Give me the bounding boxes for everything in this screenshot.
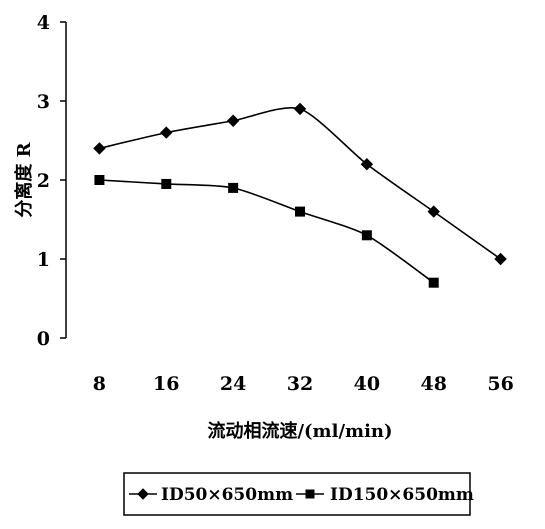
x-tick-label: 16 — [153, 373, 179, 395]
square-marker — [161, 178, 172, 189]
square-marker — [361, 230, 372, 241]
legend-item: ID50×650mm — [129, 485, 293, 505]
y-tick-label: 1 — [37, 249, 50, 271]
square-marker — [94, 175, 105, 185]
y-tick-label: 4 — [37, 12, 50, 34]
diamond-marker — [293, 102, 307, 116]
legend-item: ID150×650mm — [296, 485, 474, 505]
x-tick-label: 56 — [487, 373, 513, 395]
legend-label: ID150×650mm — [330, 485, 474, 505]
legend: ID50×650mm ID150×650mm — [123, 472, 474, 516]
x-tick-label: 24 — [220, 373, 246, 395]
series-1 — [93, 102, 507, 266]
series-layer — [93, 102, 507, 288]
legend-square-marker — [305, 489, 315, 499]
diamond-marker — [427, 205, 440, 218]
square-marker — [428, 277, 439, 288]
diamond-marker — [360, 157, 374, 171]
x-tick-label: 48 — [420, 373, 446, 395]
x-tick-label: 32 — [287, 373, 313, 395]
legend-diamond-marker — [137, 488, 149, 500]
y-tick-label: 2 — [37, 170, 50, 192]
y-axis-title: 分离度 R — [13, 141, 35, 217]
series-2 — [94, 175, 439, 288]
y-tick-label: 3 — [37, 91, 50, 113]
square-marker — [295, 206, 305, 217]
y-tick-label: 0 — [37, 328, 50, 350]
diamond-marker — [160, 126, 173, 139]
series-line — [99, 179, 435, 284]
diamond-marker — [226, 114, 240, 127]
diamond-marker — [494, 252, 507, 266]
x-tick-label: 40 — [354, 373, 380, 395]
x-axis-title: 流动相流速/(ml/min) — [207, 420, 392, 442]
square-marker — [228, 182, 239, 193]
diamond-marker — [93, 142, 106, 155]
x-tick-label: 8 — [93, 373, 106, 395]
legend-label: ID50×650mm — [161, 485, 293, 505]
axes — [60, 21, 67, 339]
